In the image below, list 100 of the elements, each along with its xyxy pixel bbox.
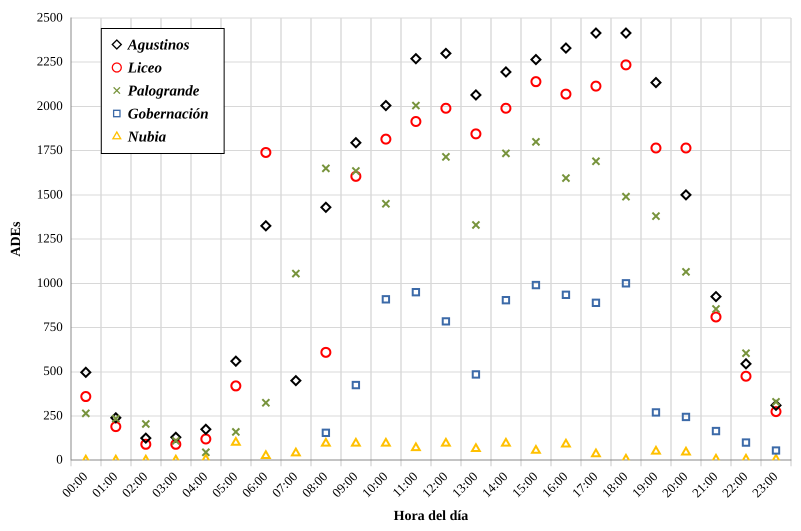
point — [471, 220, 480, 230]
point — [770, 406, 782, 418]
point — [350, 438, 361, 447]
point — [350, 137, 362, 148]
point — [440, 48, 452, 59]
point — [410, 53, 422, 64]
point — [260, 146, 272, 158]
point — [502, 296, 510, 304]
point — [440, 102, 452, 114]
point — [742, 438, 750, 447]
y-tick-label: 0 — [56, 452, 63, 467]
legend-label: Agustinos — [126, 37, 190, 54]
point — [620, 59, 632, 70]
point — [741, 348, 751, 358]
point — [710, 291, 722, 302]
legend-label: Liceo — [126, 60, 162, 76]
point — [500, 66, 512, 78]
point — [650, 142, 662, 154]
point — [560, 42, 572, 54]
point — [620, 28, 632, 39]
point — [261, 398, 270, 408]
point — [651, 212, 660, 221]
point — [412, 288, 420, 296]
point — [321, 164, 330, 173]
point — [470, 89, 482, 100]
point — [291, 269, 300, 278]
point — [80, 391, 92, 402]
point — [590, 28, 602, 39]
point — [110, 421, 122, 432]
point — [140, 438, 152, 450]
point — [591, 156, 600, 166]
legend-label: Gobernación — [128, 106, 209, 122]
point — [590, 80, 602, 92]
x-axis-title: Hora del día — [394, 509, 468, 524]
y-tick-label: 2250 — [36, 54, 63, 69]
point — [290, 375, 302, 386]
point — [230, 437, 241, 446]
point — [381, 199, 390, 208]
point — [140, 432, 152, 444]
y-tick-label: 750 — [43, 318, 63, 334]
point — [472, 370, 480, 379]
point — [201, 448, 210, 457]
point — [441, 438, 451, 447]
point — [681, 446, 691, 456]
point — [770, 400, 782, 411]
point — [712, 426, 720, 436]
point — [562, 290, 570, 300]
point — [260, 450, 271, 460]
point — [740, 358, 752, 370]
point — [320, 202, 332, 213]
point — [622, 279, 630, 288]
legend-label: Palogrande — [128, 83, 200, 100]
point — [80, 366, 92, 378]
point — [200, 434, 212, 445]
point — [561, 174, 570, 183]
y-tick-label: 1750 — [36, 142, 63, 158]
point — [740, 370, 752, 382]
point — [171, 436, 180, 446]
point — [351, 166, 360, 176]
y-tick-label: 1500 — [36, 186, 63, 202]
point — [470, 128, 482, 140]
point — [141, 419, 150, 429]
point — [501, 438, 511, 447]
point — [290, 448, 301, 456]
point — [200, 424, 212, 435]
point — [500, 102, 512, 114]
point — [560, 88, 572, 100]
point — [442, 317, 450, 326]
point — [170, 438, 182, 450]
point — [322, 428, 330, 437]
point — [170, 432, 182, 443]
point — [530, 54, 542, 66]
point — [771, 397, 781, 406]
point — [532, 280, 540, 290]
point — [411, 442, 421, 452]
point — [652, 408, 660, 417]
point — [501, 148, 510, 158]
point — [471, 443, 481, 452]
y-tick-label: 250 — [43, 407, 63, 422]
point — [380, 438, 391, 447]
y-tick-label: 500 — [43, 363, 63, 378]
point — [411, 101, 420, 110]
point — [380, 100, 392, 112]
point — [382, 295, 390, 304]
point — [561, 438, 571, 448]
point — [592, 298, 600, 307]
y-tick-label: 1000 — [36, 274, 63, 290]
point — [531, 445, 541, 454]
point — [320, 438, 331, 447]
point — [231, 427, 240, 436]
point — [230, 380, 242, 392]
legend-label: Nubia — [126, 129, 167, 146]
point — [711, 304, 721, 314]
y-tick-label: 1250 — [36, 230, 63, 246]
point — [650, 77, 662, 88]
point — [681, 267, 691, 276]
point — [230, 356, 242, 367]
point — [710, 311, 722, 322]
point — [680, 189, 692, 200]
point — [591, 448, 601, 458]
